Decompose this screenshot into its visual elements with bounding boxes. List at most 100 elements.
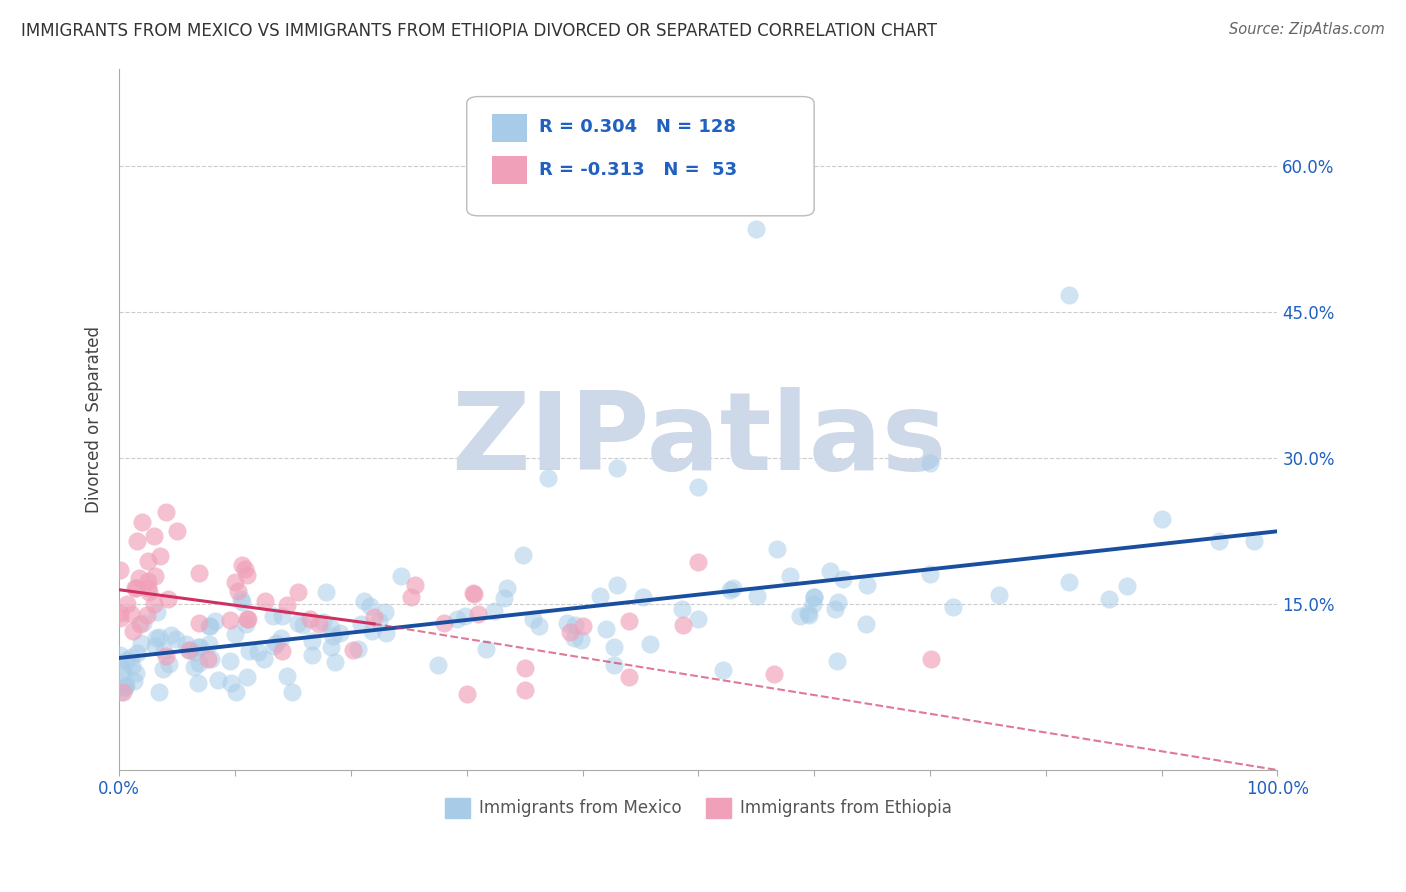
Point — [315, 585, 337, 599]
Point — [270, 643, 292, 657]
Point — [319, 621, 342, 635]
Point — [114, 678, 136, 692]
Point — [496, 581, 519, 595]
Point — [183, 660, 205, 674]
Point — [1115, 579, 1137, 593]
Point — [236, 670, 259, 684]
Point — [122, 673, 145, 688]
Point — [347, 641, 370, 656]
Point — [229, 592, 252, 607]
Point — [121, 659, 143, 673]
Point — [125, 534, 148, 549]
Point — [463, 587, 485, 601]
Point — [763, 666, 786, 681]
Point — [111, 662, 134, 676]
Point — [219, 613, 242, 627]
Point — [564, 618, 586, 632]
Point — [323, 656, 346, 670]
Point — [779, 569, 801, 583]
Point — [513, 661, 536, 675]
Point — [120, 607, 142, 621]
Point — [404, 577, 426, 591]
Point — [475, 642, 498, 657]
Point — [446, 612, 468, 626]
Point — [149, 549, 172, 563]
Point — [299, 612, 322, 626]
Point — [155, 505, 177, 519]
Point — [562, 631, 585, 645]
Point — [108, 610, 131, 624]
Point — [389, 569, 412, 583]
Point — [942, 600, 965, 615]
Point — [138, 585, 160, 599]
Point — [231, 595, 253, 609]
Point — [1057, 575, 1080, 590]
Point — [803, 591, 825, 605]
Point — [287, 615, 309, 630]
Point — [721, 582, 744, 596]
Point — [745, 590, 768, 604]
Point — [236, 567, 259, 582]
Point — [512, 548, 534, 562]
Point — [188, 616, 211, 631]
Point — [617, 614, 640, 628]
Point — [153, 644, 176, 658]
Point — [184, 644, 207, 658]
Point — [207, 673, 229, 687]
Point — [124, 582, 146, 596]
Point — [827, 654, 849, 668]
Point — [824, 602, 846, 616]
Point — [558, 624, 581, 639]
Point — [482, 604, 505, 618]
Point — [224, 575, 246, 590]
Point — [228, 583, 250, 598]
Point — [1097, 591, 1119, 606]
Point — [855, 577, 877, 591]
Point — [110, 563, 132, 577]
Point — [148, 685, 170, 699]
Point — [513, 683, 536, 698]
Point — [233, 562, 256, 576]
Point — [427, 658, 450, 673]
Point — [156, 591, 179, 606]
Point — [571, 619, 593, 633]
Point — [588, 589, 610, 603]
Point — [174, 637, 197, 651]
Point — [155, 649, 177, 664]
Point — [287, 585, 309, 599]
Point — [1243, 533, 1265, 548]
Point — [135, 608, 157, 623]
Point — [157, 657, 180, 671]
Point — [606, 578, 628, 592]
Point — [254, 594, 277, 608]
Point — [988, 588, 1011, 602]
Point — [114, 680, 136, 694]
Text: ZIPatlas: ZIPatlas — [451, 387, 946, 493]
Point — [143, 529, 166, 543]
Point — [124, 666, 146, 681]
Point — [399, 590, 422, 604]
Point — [797, 607, 820, 622]
Point — [124, 581, 146, 595]
Point — [569, 633, 592, 648]
Point — [359, 599, 381, 613]
Point — [111, 685, 134, 699]
Point — [292, 617, 315, 632]
Point — [132, 615, 155, 630]
Point — [236, 612, 259, 626]
Point — [789, 609, 811, 624]
Point — [200, 652, 222, 666]
Point — [136, 574, 159, 589]
FancyBboxPatch shape — [467, 96, 814, 216]
Point — [187, 656, 209, 670]
Point — [187, 676, 209, 690]
Point — [688, 480, 710, 494]
Text: IMMIGRANTS FROM MEXICO VS IMMIGRANTS FROM ETHIOPIA DIVORCED OR SEPARATED CORRELA: IMMIGRANTS FROM MEXICO VS IMMIGRANTS FRO… — [21, 22, 936, 40]
Point — [145, 632, 167, 646]
Point — [606, 461, 628, 475]
Point — [672, 617, 695, 632]
Point — [166, 524, 188, 539]
Point — [918, 567, 941, 582]
Point — [270, 608, 292, 623]
Point — [224, 626, 246, 640]
